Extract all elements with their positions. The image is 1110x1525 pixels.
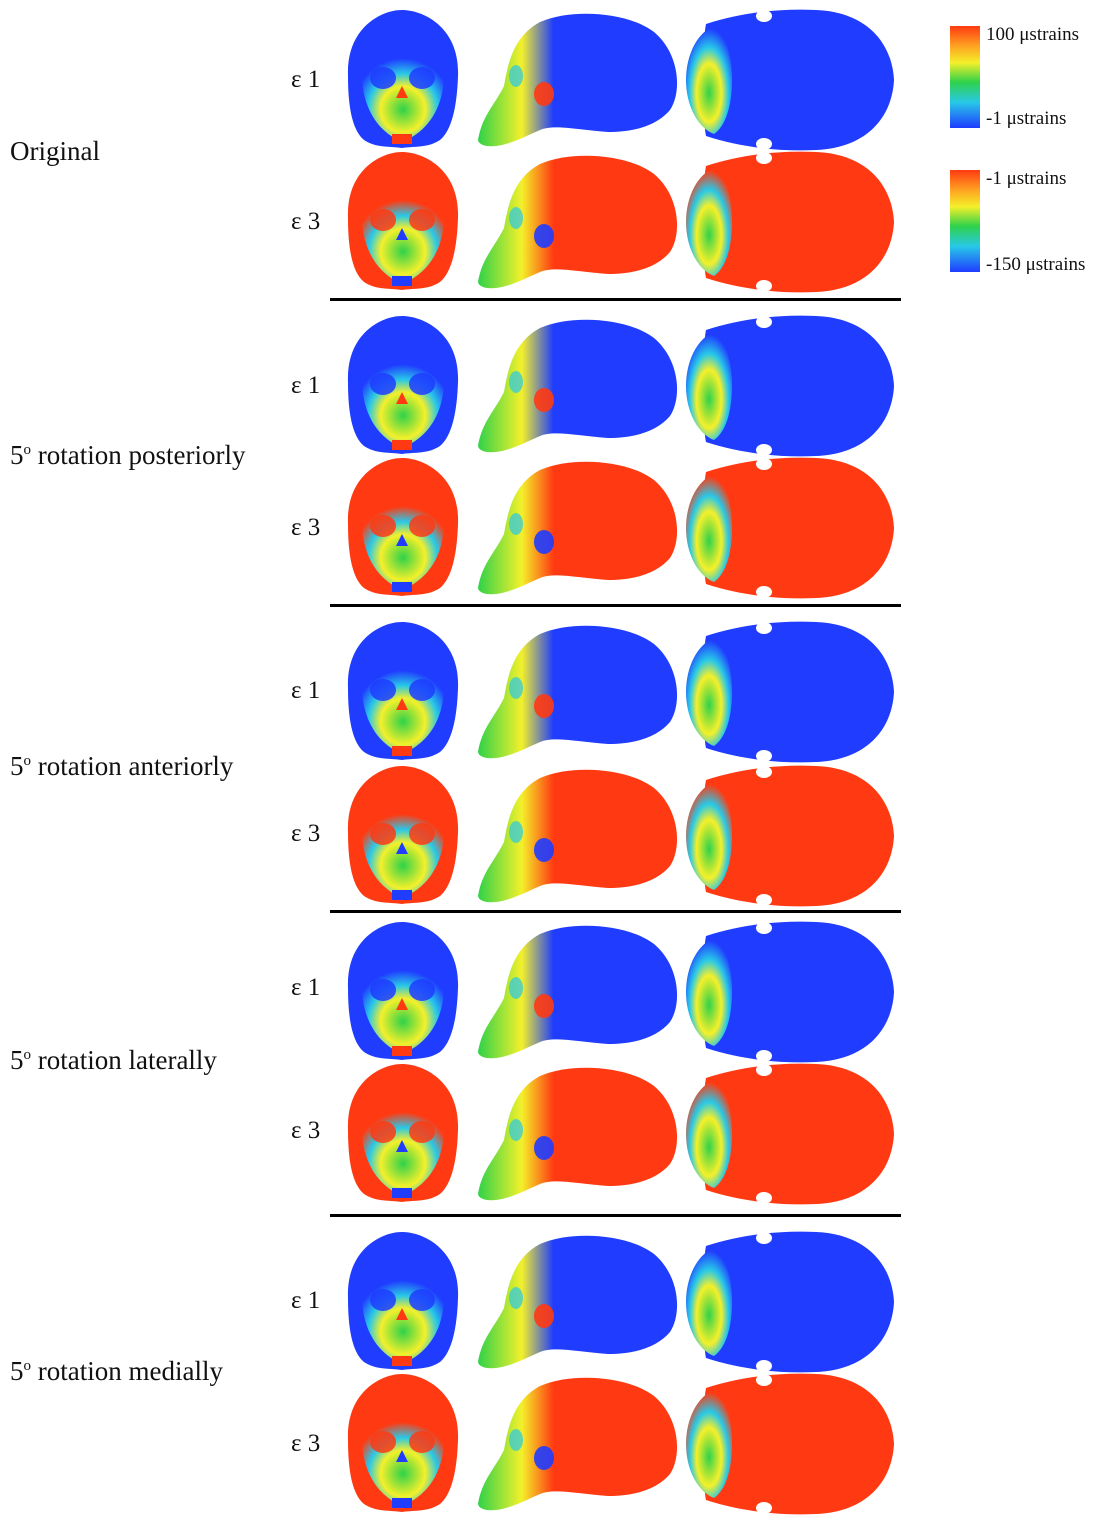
degree-value: 5 xyxy=(10,1045,24,1075)
skull-views-svg xyxy=(347,151,894,293)
skull-lateral-view xyxy=(478,319,678,453)
skull-lateral-view xyxy=(478,1377,678,1511)
condition-label-original: Original xyxy=(10,136,100,167)
skull-superior-view xyxy=(686,1231,894,1373)
legend-e1-min: -1 μstrains xyxy=(986,108,1067,129)
strain-views-posteriorly-e3 xyxy=(336,454,902,604)
strain-label-e3: ε 3 xyxy=(291,1430,321,1457)
legend-e3-max: -1 μstrains xyxy=(986,168,1067,189)
skull-frontal-view xyxy=(347,622,459,760)
strain-views-anteriorly-e3 xyxy=(336,762,902,912)
legend-e1-max: 100 μstrains xyxy=(986,24,1080,45)
skull-superior-view xyxy=(686,621,894,763)
skull-superior-view xyxy=(686,9,894,151)
colorbar-e3 xyxy=(950,170,980,272)
skull-superior-view xyxy=(686,457,894,599)
skull-lateral-view xyxy=(478,13,678,147)
skull-lateral-view xyxy=(478,461,678,595)
colorbar-e1 xyxy=(950,26,980,128)
strain-views-laterally-e3 xyxy=(336,1060,902,1210)
strain-views-medially-e3 xyxy=(336,1370,902,1520)
skull-superior-view xyxy=(686,1373,894,1515)
strain-label-e3: ε 3 xyxy=(291,820,321,847)
degree-value: 5 xyxy=(10,751,24,781)
degree-value: 5 xyxy=(10,440,24,470)
skull-frontal-view xyxy=(347,152,459,290)
degree-value: 5 xyxy=(10,1356,24,1386)
row-divider xyxy=(330,298,901,301)
strain-label-e1: ε 1 xyxy=(291,66,321,93)
skull-frontal-view xyxy=(347,1064,459,1202)
strain-label-e3: ε 3 xyxy=(291,1117,321,1144)
skull-lateral-view xyxy=(478,1235,678,1369)
skull-lateral-view xyxy=(478,925,678,1059)
skull-views-svg xyxy=(347,315,894,457)
row-divider xyxy=(330,1214,901,1217)
condition-label-medially: 5o rotation medially xyxy=(10,1356,223,1387)
skull-frontal-view xyxy=(347,10,459,148)
strain-views-posteriorly-e1 xyxy=(336,312,902,462)
degree-sign: o xyxy=(23,753,32,769)
skull-superior-view xyxy=(686,765,894,907)
skull-lateral-view xyxy=(478,1067,678,1201)
degree-sign: o xyxy=(23,1358,32,1374)
degree-sign: o xyxy=(23,1047,32,1063)
condition-label-laterally: 5o rotation laterally xyxy=(10,1045,217,1076)
condition-label-text: Original xyxy=(10,136,100,166)
condition-label-text: rotation anteriorly xyxy=(37,751,234,781)
skull-views-svg xyxy=(347,621,894,763)
condition-label-anteriorly: 5o rotation anteriorly xyxy=(10,751,233,782)
skull-lateral-view xyxy=(478,625,678,759)
strain-label-e1: ε 1 xyxy=(291,1287,321,1314)
condition-label-text: rotation posteriorly xyxy=(37,440,246,470)
skull-frontal-view xyxy=(347,922,459,1060)
skull-views-svg xyxy=(347,921,894,1063)
skull-frontal-view xyxy=(347,316,459,454)
skull-superior-view xyxy=(686,151,894,293)
strain-views-medially-e1 xyxy=(336,1228,902,1378)
skull-superior-view xyxy=(686,315,894,457)
skull-frontal-view xyxy=(347,1374,459,1512)
skull-frontal-view xyxy=(347,766,459,904)
skull-superior-view xyxy=(686,1063,894,1205)
skull-superior-view xyxy=(686,921,894,1063)
skull-views-svg xyxy=(347,457,894,599)
strain-label-e3: ε 3 xyxy=(291,208,321,235)
skull-views-svg xyxy=(347,1063,894,1205)
skull-lateral-view xyxy=(478,155,678,289)
condition-label-text: rotation medially xyxy=(37,1356,223,1386)
condition-label-posteriorly: 5o rotation posteriorly xyxy=(10,440,245,471)
row-divider xyxy=(330,604,901,607)
strain-label-e1: ε 1 xyxy=(291,372,321,399)
strain-views-original-e1 xyxy=(336,6,902,156)
row-divider xyxy=(330,910,901,913)
legend-e3-min: -150 μstrains xyxy=(986,254,1086,275)
condition-label-text: rotation laterally xyxy=(37,1045,217,1075)
skull-views-svg xyxy=(347,9,894,151)
degree-sign: o xyxy=(23,442,32,458)
skull-frontal-view xyxy=(347,1232,459,1370)
strain-views-original-e3 xyxy=(336,148,902,298)
strain-label-e1: ε 1 xyxy=(291,974,321,1001)
skull-views-svg xyxy=(347,1373,894,1515)
strain-label-e1: ε 1 xyxy=(291,677,321,704)
skull-views-svg xyxy=(347,1231,894,1373)
skull-views-svg xyxy=(347,765,894,907)
skull-lateral-view xyxy=(478,769,678,903)
strain-label-e3: ε 3 xyxy=(291,514,321,541)
strain-views-anteriorly-e1 xyxy=(336,618,902,768)
skull-frontal-view xyxy=(347,458,459,596)
strain-views-laterally-e1 xyxy=(336,918,902,1068)
